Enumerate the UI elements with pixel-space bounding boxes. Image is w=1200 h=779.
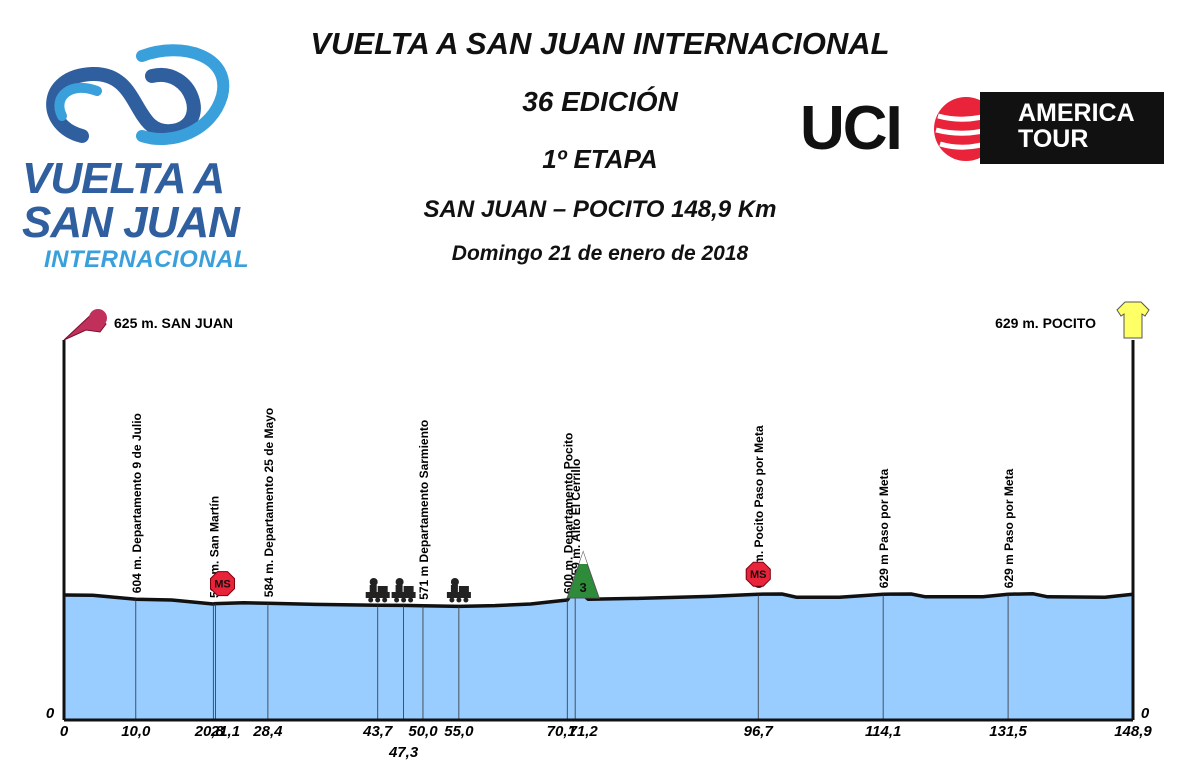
sprint-icon: MS (745, 561, 771, 587)
x-tick-label: 47,3 (388, 744, 419, 761)
logo-line-2: SAN JUAN (22, 198, 240, 247)
america-tour-text: AMERICA TOUR (1018, 100, 1135, 152)
train-icon (391, 578, 416, 603)
x-tick-label: 0 (60, 723, 69, 740)
place-label: 604 m. Departamento 9 de Julio (130, 413, 144, 593)
place-label: 584 m. Departamento 25 de Mayo (262, 408, 276, 597)
x-tick-label: 20,8 (194, 723, 225, 740)
edition: 36 EDICIÓN (522, 86, 678, 117)
uci-america-tour-logo: UCI AMERICA TOUR (800, 92, 1170, 166)
x-tick-label: 148,9 (1114, 723, 1152, 740)
vuelta-logo-icon (46, 44, 230, 146)
logo-line-1: VUELTA A (22, 154, 225, 203)
start-flag-icon (63, 309, 107, 341)
x-tick-label: 71,2 (569, 723, 599, 740)
profile-area (64, 588, 1133, 720)
x-tick-label: 114,1 (865, 723, 901, 740)
place-label: 629 m. Pocito Paso por Meta (752, 425, 766, 588)
stage: 1º ETAPA (542, 144, 658, 174)
place-label: 600 m. Departamento Pocito (561, 433, 575, 594)
sprint-label: MS (750, 569, 767, 581)
x-tick-label: 50,0 (408, 723, 438, 740)
route: SAN JUAN – POCITO 148,9 Km (423, 196, 777, 223)
x-tick-label: 43,7 (362, 723, 393, 740)
x-tick-label: 70,1 (547, 723, 576, 740)
tour-line-2: TOUR (1018, 125, 1089, 153)
place-label: 571 m Departamento Sarmiento (417, 420, 431, 600)
climb-category: 3 (580, 580, 587, 595)
x-tick-label: 131,5 (989, 723, 1027, 740)
finish-jersey-icon (1116, 301, 1150, 339)
place-label: 629 m Paso por Meta (1002, 468, 1016, 588)
y-axis-label-right: 0 (1141, 705, 1150, 722)
sprint-icon: MS (210, 571, 235, 597)
finish-label: 629 m. POCITO (995, 315, 1096, 331)
y-axis-label-left: 0 (46, 705, 55, 722)
climb-mountain-icon: 3 (566, 550, 600, 599)
x-tick-label: 96,7 (744, 723, 774, 740)
start-label: 625 m. SAN JUAN (114, 315, 233, 331)
sprint-label: MS (214, 579, 231, 591)
x-tick-label: 21,1 (210, 723, 240, 740)
place-label: 629 m Paso por Meta (877, 468, 891, 588)
train-icon (446, 578, 471, 603)
x-tick-label: 55,0 (444, 723, 474, 740)
race-title: VUELTA A SAN JUAN INTERNACIONAL (310, 26, 890, 61)
x-tick-label: 10,0 (121, 723, 151, 740)
tour-line-1: AMERICA (1018, 99, 1135, 127)
x-tick-label: 28,4 (252, 723, 283, 740)
uci-word: UCI (800, 94, 903, 163)
place-label: 659 m. Alto El Cerrillo (569, 459, 583, 583)
race-date: Domingo 21 de enero de 2018 (451, 242, 749, 265)
america-tour-box (980, 92, 1164, 164)
train-icon (365, 578, 390, 603)
logo-line-3: INTERNACIONAL (44, 246, 250, 273)
